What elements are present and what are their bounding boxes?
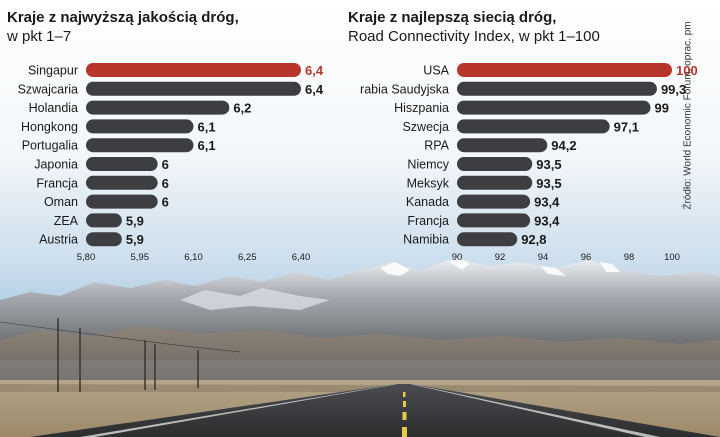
bar bbox=[86, 63, 301, 77]
category-label: Meksyk bbox=[407, 176, 450, 190]
value-label: 5,9 bbox=[126, 232, 144, 247]
bar bbox=[457, 194, 531, 209]
tick-label: 90 bbox=[452, 252, 463, 263]
tick-label: 6,40 bbox=[292, 252, 311, 263]
tick-label: 94 bbox=[538, 252, 549, 263]
value-label: 6 bbox=[162, 176, 169, 191]
bar bbox=[457, 81, 657, 96]
bar bbox=[457, 100, 651, 115]
category-label: Singapur bbox=[28, 64, 78, 78]
value-label: 6,4 bbox=[305, 63, 324, 78]
right-chart-title: Kraje z najlepszą siecią dróg, bbox=[348, 9, 557, 26]
category-label: Austria bbox=[39, 233, 78, 247]
bar bbox=[457, 175, 533, 190]
value-label: 93,5 bbox=[536, 176, 561, 191]
value-label: 94,2 bbox=[551, 138, 576, 153]
value-label: 6 bbox=[162, 157, 169, 172]
bar bbox=[457, 157, 533, 171]
value-label: 93,4 bbox=[534, 195, 560, 210]
category-label: Szwajcaria bbox=[18, 82, 78, 96]
category-label: Szwecja bbox=[402, 120, 449, 134]
value-label: 100 bbox=[676, 63, 698, 78]
value-label: 5,9 bbox=[126, 213, 144, 228]
category-label: Holandia bbox=[29, 101, 78, 115]
left-chart-title: Kraje z najwyższą jakością dróg, bbox=[7, 9, 239, 26]
value-label: 6,4 bbox=[305, 82, 324, 97]
category-label: Oman bbox=[44, 195, 78, 209]
right-chart-title-block: Kraje z najlepszą siecią dróg, Road Conn… bbox=[348, 8, 600, 46]
bar bbox=[86, 213, 122, 228]
tick-label: 98 bbox=[624, 252, 635, 263]
category-label: Japonia bbox=[34, 158, 78, 172]
value-label: 93,4 bbox=[534, 213, 560, 228]
category-label: Hongkong bbox=[21, 120, 78, 134]
value-label: 6 bbox=[162, 195, 169, 210]
bar bbox=[457, 213, 531, 228]
category-label: Namibia bbox=[403, 233, 449, 247]
tick-label: 92 bbox=[495, 252, 506, 263]
value-label: 93,5 bbox=[536, 157, 561, 172]
bar bbox=[86, 119, 194, 134]
right-chart-subtitle: Road Connectivity Index, w pkt 1–100 bbox=[348, 28, 600, 45]
source-note: Źródło: World Economic Forum, oprac. pm bbox=[682, 21, 694, 210]
left-chart-title-block: Kraje z najwyższą jakością dróg, w pkt 1… bbox=[7, 8, 239, 46]
tick-label: 6,25 bbox=[238, 252, 257, 263]
left-bar-chart: Singapur 6,4 Szwajcaria 6,4 Holandia 6,2 Hongk… bbox=[18, 63, 324, 263]
bar bbox=[86, 81, 301, 96]
bar bbox=[86, 138, 194, 153]
category-label: Arabia Saudyjska bbox=[360, 82, 449, 96]
category-label: Hiszpania bbox=[394, 101, 449, 115]
category-label: Kanada bbox=[406, 195, 449, 209]
value-label: 6,2 bbox=[233, 101, 251, 116]
category-label: Portugalia bbox=[22, 139, 78, 153]
bar bbox=[86, 232, 122, 247]
value-label: 99,3 bbox=[661, 82, 686, 97]
bar bbox=[457, 63, 672, 77]
tick-label: 6,10 bbox=[184, 252, 203, 263]
value-label: 6,1 bbox=[198, 138, 216, 153]
bar bbox=[457, 138, 548, 153]
bar bbox=[457, 119, 610, 134]
tick-label: 96 bbox=[581, 252, 592, 263]
left-chart-subtitle: w pkt 1–7 bbox=[7, 28, 72, 45]
category-label: RPA bbox=[424, 139, 449, 153]
bar bbox=[86, 157, 158, 171]
category-label: ZEA bbox=[54, 214, 79, 228]
bar bbox=[86, 100, 230, 115]
tick-label: 5,95 bbox=[131, 252, 150, 263]
right-bar-chart: USA 100 Arabia Saudyjska 99,3 Hiszpania 99 Szw… bbox=[360, 63, 698, 263]
category-label: Francja bbox=[407, 214, 449, 228]
category-label: Francja bbox=[36, 176, 78, 190]
bar bbox=[457, 232, 518, 247]
value-label: 97,1 bbox=[614, 119, 639, 134]
value-label: 6,1 bbox=[198, 119, 216, 134]
value-label: 92,8 bbox=[521, 232, 546, 247]
tick-label: 5,80 bbox=[77, 252, 96, 263]
bar bbox=[86, 175, 158, 190]
category-label: USA bbox=[423, 64, 449, 78]
value-label: 99 bbox=[655, 101, 669, 116]
category-label: Niemcy bbox=[407, 158, 449, 172]
tick-label: 100 bbox=[664, 252, 680, 263]
bar bbox=[86, 194, 158, 209]
